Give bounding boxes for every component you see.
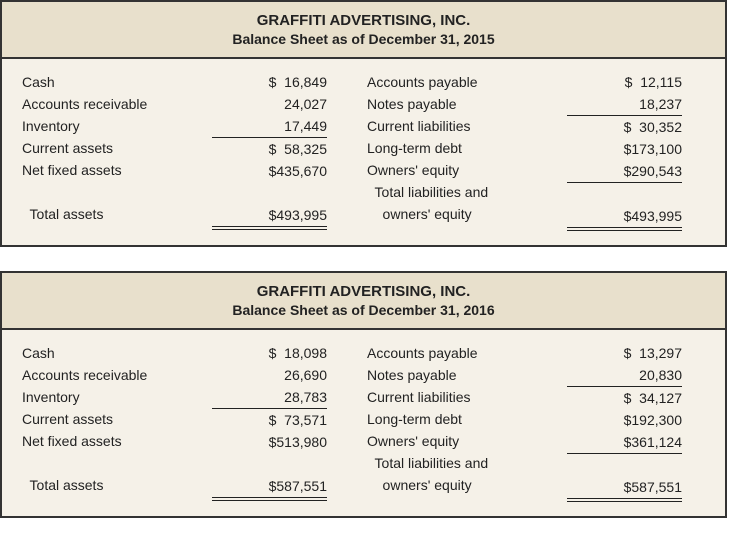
assets-label-cell: Total assets — [22, 474, 212, 496]
liabilities-label: Accounts payableNotes payableCurrent lia… — [367, 71, 567, 231]
assets-label-cell: Inventory — [22, 386, 212, 408]
liabilities-label-cell: Owners' equity — [367, 159, 567, 181]
assets-value-cell: $ 18,098 — [212, 342, 327, 364]
sheet-body: CashAccounts receivableInventoryCurrent … — [2, 59, 725, 245]
assets-value-cell: 28,783 — [212, 386, 327, 409]
company-name: GRAFFITI ADVERTISING, INC. — [2, 12, 725, 29]
assets-label-cell: Inventory — [22, 115, 212, 137]
balance-sheet-1: GRAFFITI ADVERTISING, INC. Balance Sheet … — [0, 271, 727, 518]
sheet-subtitle: Balance Sheet as of December 31, 2016 — [2, 302, 725, 318]
assets-label-cell: Total assets — [22, 203, 212, 225]
liabilities-label-cell: Notes payable — [367, 364, 567, 386]
assets-value-cell: $587,551 — [212, 475, 327, 501]
assets-label-cell: Cash — [22, 71, 212, 93]
liabilities-label-cell: Long-term debt — [367, 408, 567, 430]
assets-value-cell: $493,995 — [212, 204, 327, 230]
liabilities-value-cell: $290,543 — [567, 160, 682, 183]
assets-label-cell — [22, 452, 212, 474]
liabilities-value-cell — [567, 183, 682, 205]
liabilities-label-cell: Owners' equity — [367, 430, 567, 452]
liabilities-value: $ 12,11518,237$ 30,352$173,100$290,543 $4… — [567, 71, 682, 231]
sheet-subtitle: Balance Sheet as of December 31, 2015 — [2, 31, 725, 47]
column-gap — [327, 342, 367, 502]
assets-label-cell: Accounts receivable — [22, 364, 212, 386]
liabilities-value-cell: $192,300 — [567, 409, 682, 431]
assets-value-cell: $513,980 — [212, 431, 327, 453]
assets-value-cell: $ 58,325 — [212, 138, 327, 160]
assets-value-cell: $ 73,571 — [212, 409, 327, 431]
liabilities-value-cell — [567, 454, 682, 476]
column-gap — [327, 71, 367, 231]
liabilities-label-cell: Total liabilities and — [367, 181, 567, 203]
assets-label-cell: Current assets — [22, 137, 212, 159]
liabilities-label-cell: Current liabilities — [367, 115, 567, 137]
balance-sheet-0: GRAFFITI ADVERTISING, INC. Balance Sheet … — [0, 0, 727, 247]
liabilities-label-cell: Current liabilities — [367, 386, 567, 408]
assets-label: CashAccounts receivableInventoryCurrent … — [22, 342, 212, 502]
assets-label-cell: Net fixed assets — [22, 430, 212, 452]
liabilities-value-cell: $493,995 — [567, 205, 682, 231]
liabilities-value-cell: $587,551 — [567, 476, 682, 502]
liabilities-value: $ 13,29720,830$ 34,127$192,300$361,124 $5… — [567, 342, 682, 502]
company-name: GRAFFITI ADVERTISING, INC. — [2, 283, 725, 300]
liabilities-label: Accounts payableNotes payableCurrent lia… — [367, 342, 567, 502]
assets-value: $ 18,09826,69028,783$ 73,571$513,980 $587… — [212, 342, 327, 502]
liabilities-value-cell: $ 34,127 — [567, 387, 682, 409]
assets-value-cell: 24,027 — [212, 93, 327, 115]
assets-label-cell: Current assets — [22, 408, 212, 430]
liabilities-label-cell: Total liabilities and — [367, 452, 567, 474]
liabilities-value-cell: 18,237 — [567, 93, 682, 116]
liabilities-value-cell: $ 13,297 — [567, 342, 682, 364]
assets-value: $ 16,84924,02717,449$ 58,325$435,670 $493… — [212, 71, 327, 231]
liabilities-label-cell: owners' equity — [367, 474, 567, 496]
liabilities-value-cell: $173,100 — [567, 138, 682, 160]
liabilities-value-cell: $ 30,352 — [567, 116, 682, 138]
sheet-header: GRAFFITI ADVERTISING, INC. Balance Sheet … — [2, 273, 725, 330]
assets-value-cell: 26,690 — [212, 364, 327, 386]
liabilities-value-cell: $361,124 — [567, 431, 682, 454]
liabilities-value-cell: $ 12,115 — [567, 71, 682, 93]
assets-label-cell: Accounts receivable — [22, 93, 212, 115]
assets-label-cell — [22, 181, 212, 203]
assets-value-cell: $435,670 — [212, 160, 327, 182]
assets-value-cell — [212, 453, 327, 475]
assets-label: CashAccounts receivableInventoryCurrent … — [22, 71, 212, 231]
liabilities-label-cell: Accounts payable — [367, 342, 567, 364]
liabilities-label-cell: Notes payable — [367, 93, 567, 115]
assets-value-cell: $ 16,849 — [212, 71, 327, 93]
assets-label-cell: Cash — [22, 342, 212, 364]
liabilities-label-cell: Accounts payable — [367, 71, 567, 93]
assets-value-cell — [212, 182, 327, 204]
sheet-body: CashAccounts receivableInventoryCurrent … — [2, 330, 725, 516]
assets-value-cell: 17,449 — [212, 115, 327, 138]
liabilities-value-cell: 20,830 — [567, 364, 682, 387]
assets-label-cell: Net fixed assets — [22, 159, 212, 181]
sheet-header: GRAFFITI ADVERTISING, INC. Balance Sheet … — [2, 2, 725, 59]
liabilities-label-cell: owners' equity — [367, 203, 567, 225]
liabilities-label-cell: Long-term debt — [367, 137, 567, 159]
